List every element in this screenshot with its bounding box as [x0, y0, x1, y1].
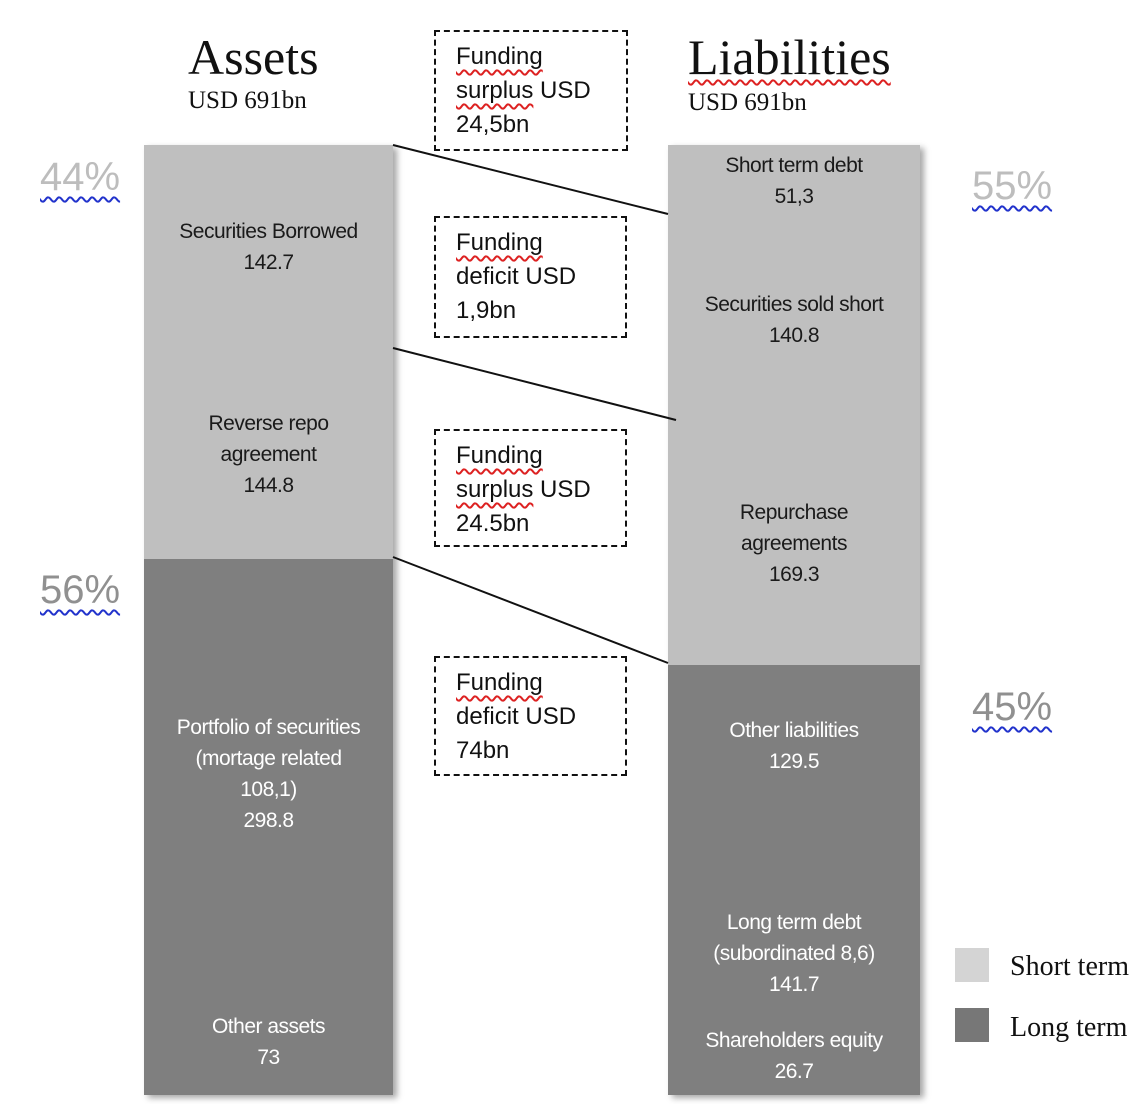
- liability-securities-sold-short: Securities sold short 140.8: [704, 293, 884, 347]
- funding-box-2: Funding deficit USD 1,9bn: [434, 216, 627, 338]
- asset-other-assets: Other assets 73: [211, 1015, 326, 1069]
- liabilities-long-term-pct: 45%: [972, 685, 1053, 729]
- funding-box-3: Funding surplus USD 24.5bn: [434, 429, 627, 547]
- liabilities-short-term-segment: [668, 145, 920, 665]
- connector-line-1: [392, 144, 669, 215]
- legend-short-term-label: Short term: [1010, 951, 1129, 982]
- connector-line-2: [392, 347, 677, 421]
- legend-short-term-swatch: [955, 948, 989, 982]
- funding-box-1: Funding surplus USD 24,5bn: [434, 30, 628, 151]
- liability-long-term-debt: Long term debt (subordinated 8,6) 141.7: [713, 911, 875, 996]
- asset-portfolio-of-securities: Portfolio of securities (mortage related…: [176, 716, 361, 832]
- assets-title: Assets: [188, 29, 319, 85]
- asset-reverse-repo: Reverse repo agreement 144.8: [208, 412, 329, 497]
- assets-long-term-segment: [144, 559, 393, 1095]
- liabilities-column: Short term debt 51,3 Securities sold sho…: [668, 145, 920, 1095]
- assets-short-term-pct: 44%: [40, 155, 121, 199]
- liabilities-short-term-pct: 55%: [972, 164, 1053, 208]
- legend-long-term-label: Long term: [1010, 1012, 1128, 1043]
- liabilities-long-term-segment: [668, 665, 920, 1095]
- assets-total: USD 691bn: [188, 87, 307, 114]
- funding-box-4: Funding deficit USD 74bn: [434, 656, 627, 776]
- legend-long-term-swatch: [955, 1008, 989, 1042]
- liability-shareholders-equity: Shareholders equity 26.7: [705, 1029, 883, 1083]
- connector-line-3: [392, 556, 669, 664]
- liability-short-term-debt: Short term debt 51,3: [725, 154, 863, 208]
- assets-column: Securities Borrowed 142.7 Reverse repo a…: [144, 145, 393, 1095]
- assets-long-term-pct: 56%: [40, 568, 121, 612]
- liability-other-liabilities: Other liabilities 129.5: [729, 719, 859, 773]
- liability-repurchase-agreements: Repurchase agreements 169.3: [739, 501, 849, 586]
- asset-securities-borrowed: Securities Borrowed 142.7: [179, 220, 358, 274]
- assets-short-term-segment: [144, 145, 393, 559]
- liabilities-title: Liabilities: [688, 29, 891, 85]
- liabilities-total: USD 691bn: [688, 89, 807, 116]
